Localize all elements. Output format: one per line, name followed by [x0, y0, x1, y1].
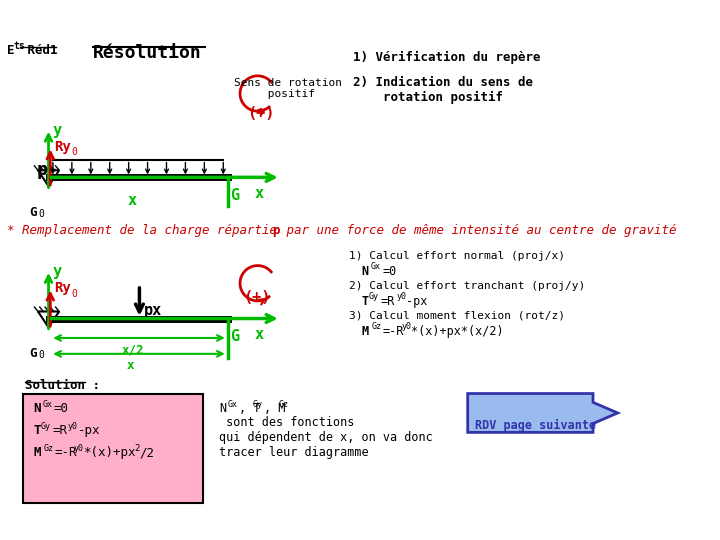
Text: y: y — [52, 264, 61, 279]
Text: 0: 0 — [38, 209, 44, 219]
Text: 2: 2 — [134, 444, 140, 453]
Text: =-R: =-R — [55, 447, 77, 460]
Text: =R: =R — [52, 424, 67, 437]
Polygon shape — [468, 394, 618, 433]
Text: , T: , T — [239, 402, 261, 415]
Text: Réd1: Réd1 — [20, 44, 58, 57]
Text: x: x — [254, 186, 264, 201]
Text: par une force de même intensité au centre de gravité: par une force de même intensité au centr… — [279, 224, 676, 237]
Text: 1) Calcul effort normal (proj/x): 1) Calcul effort normal (proj/x) — [348, 251, 564, 261]
Text: M: M — [362, 325, 369, 338]
FancyBboxPatch shape — [23, 394, 203, 503]
Text: 2) Indication du sens de
    rotation positif: 2) Indication du sens de rotation positi… — [353, 76, 533, 104]
Text: *(x)+px*(x/2): *(x)+px*(x/2) — [411, 325, 504, 338]
Text: Ry: Ry — [54, 281, 71, 295]
Text: * Remplacement de la charge répartie: * Remplacement de la charge répartie — [7, 224, 284, 237]
Text: N: N — [219, 402, 226, 415]
Text: T: T — [34, 424, 41, 437]
Text: T: T — [362, 295, 369, 308]
Text: (+): (+) — [243, 291, 270, 305]
Text: Gy: Gy — [40, 422, 50, 431]
Text: 2) Calcul effort tranchant (proj/y): 2) Calcul effort tranchant (proj/y) — [348, 281, 585, 291]
Text: /2: /2 — [140, 447, 154, 460]
Text: Gx: Gx — [228, 400, 238, 409]
Text: Résolution: Résolution — [93, 44, 202, 62]
Text: y0: y0 — [73, 444, 84, 453]
Text: p: p — [272, 224, 279, 237]
Text: =0: =0 — [54, 402, 69, 415]
Text: =R: =R — [380, 295, 395, 308]
Text: =0: =0 — [382, 265, 397, 278]
Text: E: E — [7, 44, 14, 57]
Text: 3) Calcul moment flexion (rot/z): 3) Calcul moment flexion (rot/z) — [348, 310, 564, 321]
Text: y: y — [52, 123, 61, 138]
Text: , M: , M — [264, 402, 285, 415]
Text: p: p — [36, 161, 47, 179]
Text: 0: 0 — [38, 350, 44, 360]
Text: sont des fonctions
qui dépendent de x, on va donc
tracer leur diagramme: sont des fonctions qui dépendent de x, o… — [219, 416, 433, 458]
Text: N: N — [34, 402, 41, 415]
Text: Gx: Gx — [371, 262, 381, 271]
Text: *(x)+px: *(x)+px — [83, 447, 135, 460]
Text: -px: -px — [406, 295, 427, 308]
Text: Ry: Ry — [54, 140, 71, 154]
Text: =-R: =-R — [382, 325, 403, 338]
Text: G: G — [230, 188, 240, 203]
Text: N: N — [362, 265, 369, 278]
Text: px: px — [144, 302, 162, 318]
Text: x/2: x/2 — [122, 343, 144, 356]
Text: Gx: Gx — [42, 400, 53, 409]
Text: y0: y0 — [68, 422, 78, 431]
Text: x: x — [254, 327, 264, 342]
Text: -px: -px — [78, 424, 100, 437]
Text: (+): (+) — [247, 106, 274, 121]
Text: RDV page suivante: RDV page suivante — [474, 418, 596, 432]
Text: x: x — [126, 359, 134, 372]
Text: Gy: Gy — [369, 292, 379, 301]
Text: Gz: Gz — [279, 400, 289, 409]
Text: 1) Vérification du repère: 1) Vérification du repère — [353, 51, 541, 64]
Text: Gy: Gy — [253, 400, 262, 409]
Text: Solution :: Solution : — [24, 379, 99, 392]
Text: M: M — [34, 447, 41, 460]
Text: y0: y0 — [402, 322, 412, 331]
Text: Gz: Gz — [372, 322, 382, 331]
Text: ts: ts — [13, 40, 25, 51]
Text: Gz: Gz — [44, 444, 54, 453]
Text: Sens de rotation
     positif: Sens de rotation positif — [234, 78, 342, 99]
Text: x: x — [128, 193, 137, 208]
Text: G: G — [230, 329, 240, 344]
Text: G: G — [29, 347, 37, 360]
Text: y0: y0 — [396, 292, 406, 301]
Text: G: G — [29, 206, 37, 219]
Text: 0: 0 — [71, 288, 77, 299]
Text: 0: 0 — [71, 147, 77, 157]
